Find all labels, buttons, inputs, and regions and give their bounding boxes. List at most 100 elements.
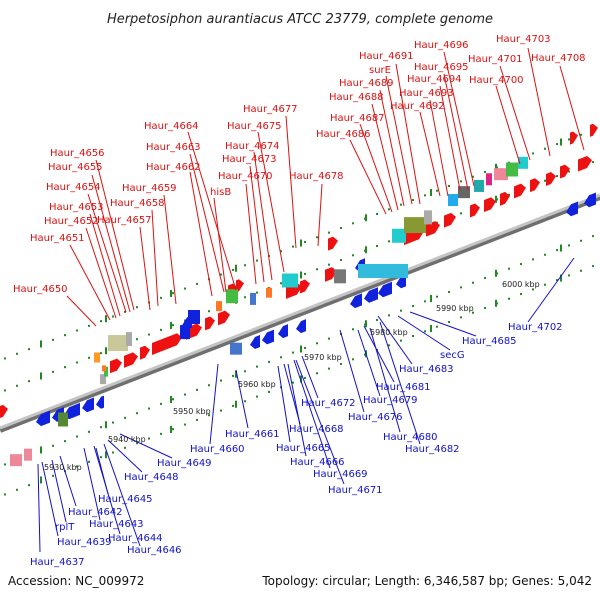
topology-text: Topology: circular; Length: 6,346,587 bp… (261, 574, 592, 588)
gene-label-haur-4681[interactable]: Haur_4681 (376, 382, 431, 393)
gene-label-sure[interactable]: surE (369, 65, 391, 76)
gene-label-haur-4654[interactable]: Haur_4654 (46, 182, 101, 193)
gene-label-haur-4701[interactable]: Haur_4701 (468, 54, 523, 65)
leader-line (277, 365, 291, 443)
gene-label-haur-4672[interactable]: Haur_4672 (301, 398, 356, 409)
forward-gene-arrow (300, 279, 310, 294)
gene-label-haur-4650[interactable]: Haur_4650 (13, 284, 68, 295)
gene-box (216, 301, 222, 312)
gene-label-haur-4683[interactable]: Haur_4683 (399, 364, 454, 375)
gene-label-haur-4657[interactable]: Haur_4657 (97, 215, 152, 226)
gene-label-rplt[interactable]: rplT (55, 522, 75, 533)
gene-box (108, 335, 128, 352)
tick-dot (280, 356, 282, 359)
gene-label-haur-4670[interactable]: Haur_4670 (218, 171, 273, 182)
gene-label-haur-4653[interactable]: Haur_4653 (49, 202, 104, 213)
gene-label-hisb[interactable]: hisB (210, 187, 231, 198)
gene-label-haur-4680[interactable]: Haur_4680 (383, 432, 438, 443)
gene-label-haur-4668[interactable]: Haur_4668 (289, 424, 344, 435)
tick-dot (88, 356, 90, 359)
gene-label-haur-4703[interactable]: Haur_4703 (496, 34, 551, 45)
leader-line (66, 295, 97, 327)
gene-label-haur-4687[interactable]: Haur_4687 (330, 113, 385, 124)
tick-dot (472, 311, 474, 314)
gene-label-haur-4695[interactable]: Haur_4695 (414, 62, 469, 73)
tick-dot (580, 133, 582, 136)
leader-line (371, 103, 399, 211)
tick-dot (88, 460, 90, 463)
gene-label-haur-4674[interactable]: Haur_4674 (225, 141, 280, 152)
gene-label-haur-4666[interactable]: Haur_4666 (290, 457, 345, 468)
leader-line (295, 359, 345, 485)
gene-label-haur-4700[interactable]: Haur_4700 (469, 75, 524, 86)
forward-gene-arrow (328, 236, 338, 251)
tick-dot (244, 400, 246, 403)
gene-label-haur-4645[interactable]: Haur_4645 (98, 494, 153, 505)
gene-label-haur-4677[interactable]: Haur_4677 (243, 104, 298, 115)
tick-dot (460, 316, 462, 319)
gene-label-haur-4644[interactable]: Haur_4644 (108, 533, 163, 544)
gene-label-haur-4663[interactable]: Haur_4663 (146, 142, 201, 153)
tick-major (495, 163, 497, 171)
tick-dot (172, 324, 174, 327)
forward-gene-arrow (546, 172, 556, 186)
tick-major (170, 321, 172, 329)
gene-label-haur-4692[interactable]: Haur_4692 (390, 101, 445, 112)
tick-dot (376, 244, 378, 247)
gene-label-haur-4682[interactable]: Haur_4682 (405, 444, 460, 455)
gene-box (10, 454, 22, 467)
forward-gene-arrow (152, 333, 182, 355)
forward-gene-arrow (205, 316, 215, 331)
tick-major (40, 372, 42, 380)
gene-label-haur-4696[interactable]: Haur_4696 (414, 40, 469, 51)
gene-label-haur-4671[interactable]: Haur_4671 (328, 485, 383, 496)
reverse-gene-arrow (82, 397, 94, 413)
gene-label-haur-4702[interactable]: Haur_4702 (508, 322, 563, 333)
tick-dot (352, 358, 354, 361)
tick-dot (220, 379, 222, 382)
gene-label-haur-4688[interactable]: Haur_4688 (329, 92, 384, 103)
gene-label-haur-4639[interactable]: Haur_4639 (57, 537, 112, 548)
gene-label-haur-4689[interactable]: Haur_4689 (339, 78, 394, 89)
gene-label-haur-4676[interactable]: Haur_4676 (348, 412, 403, 423)
leader-line (363, 325, 395, 383)
gene-label-haur-4678[interactable]: Haur_4678 (289, 171, 344, 182)
gene-label-haur-4664[interactable]: Haur_4664 (144, 121, 199, 132)
gene-label-haur-4708[interactable]: Haur_4708 (531, 53, 586, 64)
tick-dot (376, 318, 378, 321)
gene-label-haur-4652[interactable]: Haur_4652 (44, 216, 99, 227)
gene-box (24, 448, 32, 461)
tick-dot (532, 258, 534, 261)
gene-label-haur-4643[interactable]: Haur_4643 (89, 519, 144, 530)
gene-label-haur-4661[interactable]: Haur_4661 (225, 429, 280, 440)
leader-line (95, 159, 135, 311)
gene-label-haur-4660[interactable]: Haur_4660 (190, 444, 245, 455)
gene-label-haur-4648[interactable]: Haur_4648 (124, 472, 179, 483)
gene-label-haur-4655[interactable]: Haur_4655 (48, 162, 103, 173)
tick-dot (172, 428, 174, 431)
gene-label-haur-4685[interactable]: Haur_4685 (462, 336, 517, 347)
gene-label-haur-4673[interactable]: Haur_4673 (222, 154, 277, 165)
gene-label-haur-4637[interactable]: Haur_4637 (30, 557, 85, 568)
gene-label-haur-4662[interactable]: Haur_4662 (146, 162, 201, 173)
tick-label: 5960 kbp (238, 380, 276, 389)
gene-label-haur-4659[interactable]: Haur_4659 (122, 183, 177, 194)
gene-label-haur-4691[interactable]: Haur_4691 (359, 51, 414, 62)
gene-label-haur-4693[interactable]: Haur_4693 (399, 88, 454, 99)
gene-label-haur-4649[interactable]: Haur_4649 (157, 458, 212, 469)
gene-label-haur-4646[interactable]: Haur_4646 (127, 545, 182, 556)
gene-label-haur-4642[interactable]: Haur_4642 (68, 507, 123, 518)
gene-label-haur-4675[interactable]: Haur_4675 (227, 121, 282, 132)
gene-label-haur-4694[interactable]: Haur_4694 (407, 74, 462, 85)
gene-label-haur-4656[interactable]: Haur_4656 (50, 148, 105, 159)
gene-label-haur-4686[interactable]: Haur_4686 (316, 129, 371, 140)
gene-label-haur-4669[interactable]: Haur_4669 (313, 469, 368, 480)
tick-dot (220, 273, 222, 276)
gene-label-haur-4658[interactable]: Haur_4658 (110, 198, 165, 209)
tick-major (105, 315, 107, 323)
tick-dot (232, 404, 234, 407)
gene-label-haur-4665[interactable]: Haur_4665 (276, 443, 331, 454)
gene-label-haur-4651[interactable]: Haur_4651 (30, 233, 85, 244)
gene-label-haur-4679[interactable]: Haur_4679 (363, 395, 418, 406)
gene-label-secg[interactable]: secG (440, 350, 465, 361)
